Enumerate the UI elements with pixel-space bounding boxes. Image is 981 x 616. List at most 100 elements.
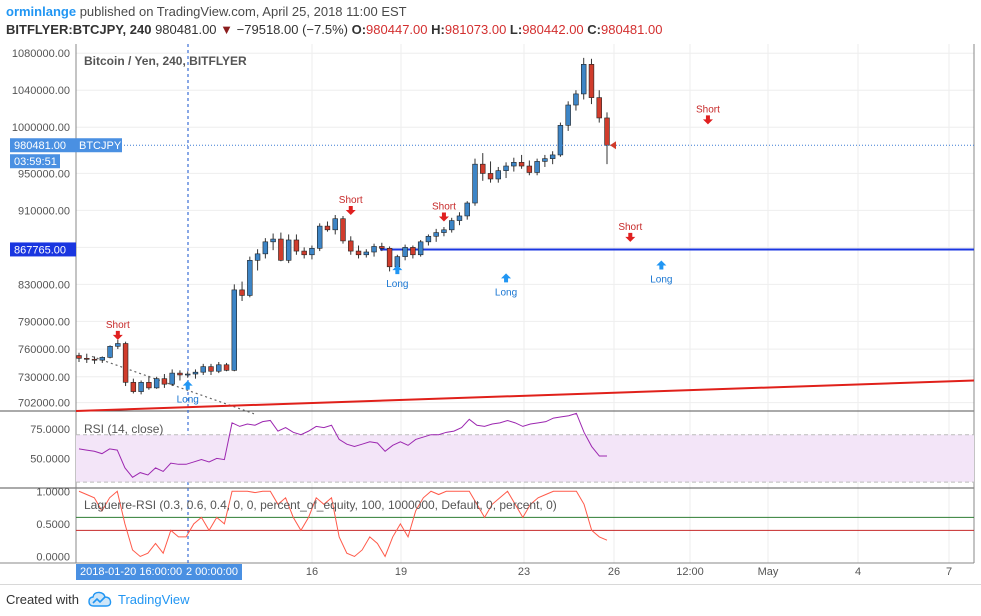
candle-body bbox=[340, 218, 346, 242]
candle-body bbox=[254, 253, 261, 261]
candle-body bbox=[503, 165, 509, 171]
short-arrow-icon bbox=[702, 115, 713, 125]
down-arrow-icon: ▼ bbox=[220, 22, 234, 37]
candle-body bbox=[146, 382, 152, 389]
level-price-value: 867765.00 bbox=[14, 244, 66, 256]
y-tick-label: 760000.00 bbox=[18, 344, 70, 356]
candle-body bbox=[332, 218, 338, 231]
long-arrow-icon bbox=[501, 273, 512, 283]
candle-body bbox=[518, 162, 525, 167]
countdown-value: 03:59:51 bbox=[14, 156, 57, 168]
long-arrow-icon bbox=[182, 380, 193, 390]
symbol-label[interactable]: BITFLYER:BTCJPY, 240 bbox=[6, 22, 152, 37]
y-tick-label: 1040000.00 bbox=[12, 85, 70, 97]
y-tick-label: 910000.00 bbox=[18, 205, 70, 217]
candle-body bbox=[549, 154, 556, 159]
laguerre-tick-label: 0.5000 bbox=[36, 519, 70, 531]
candle-body bbox=[122, 343, 129, 383]
publish-line: orminlange published on TradingView.com,… bbox=[6, 4, 407, 19]
candle-body bbox=[456, 215, 463, 221]
y-tick-label: 830000.00 bbox=[18, 279, 70, 291]
candle-body bbox=[417, 241, 424, 256]
candle-body bbox=[511, 162, 517, 167]
short-arrow-icon bbox=[345, 206, 356, 216]
x-tick-label: 4 bbox=[855, 566, 861, 578]
laguerre-title: Laguerre-RSI (0.3, 0.6, 0.4, 0, 0, perce… bbox=[84, 498, 557, 512]
y-tick-label: 730000.00 bbox=[18, 372, 70, 384]
candle-body bbox=[542, 158, 548, 162]
x-tick-label: 7 bbox=[946, 566, 952, 578]
candle-body bbox=[441, 229, 447, 233]
candle-body bbox=[363, 251, 370, 256]
long-signal-label: Long bbox=[177, 395, 199, 406]
candle-body bbox=[379, 246, 385, 249]
symbol-tag-value: BTCJPY bbox=[79, 140, 122, 152]
candle-body bbox=[84, 358, 90, 360]
short-signal-label: Short bbox=[432, 201, 456, 212]
ohlc-line: BITFLYER:BTCJPY, 240 980481.00 ▼ −79518.… bbox=[6, 22, 662, 37]
last-price-marker bbox=[610, 141, 616, 150]
y-tick-label: 1000000.00 bbox=[12, 122, 70, 134]
author-link[interactable]: orminlange bbox=[6, 4, 77, 19]
candle-body bbox=[573, 93, 579, 106]
candle-body bbox=[262, 241, 269, 255]
candle-body bbox=[348, 240, 354, 252]
candle-body bbox=[293, 239, 300, 252]
long-arrow-icon bbox=[392, 265, 403, 275]
candle-body bbox=[138, 382, 144, 392]
candle-body bbox=[371, 246, 377, 253]
close-value: 980481.00 bbox=[601, 22, 663, 37]
short-signal-label: Short bbox=[106, 320, 130, 331]
candle-body bbox=[184, 373, 191, 376]
close-label: C: bbox=[587, 22, 601, 37]
laguerre-tick-label: 1.0000 bbox=[36, 486, 70, 498]
low-value: 980442.00 bbox=[522, 22, 584, 37]
candle-body bbox=[355, 250, 362, 256]
published-text: published on TradingView.com, April 25, … bbox=[79, 4, 407, 19]
long-signal-label: Long bbox=[386, 279, 408, 290]
high-value: 981073.00 bbox=[444, 22, 507, 37]
candle-body bbox=[495, 170, 502, 180]
candle-body bbox=[557, 125, 564, 156]
candle-body bbox=[239, 289, 245, 296]
y-tick-label: 950000.00 bbox=[18, 168, 70, 180]
level-price-tag bbox=[10, 242, 76, 257]
short-signal-label: Short bbox=[618, 222, 642, 233]
chart-title: Bitcoin / Yen, 240, BITFLYER bbox=[84, 54, 247, 68]
rsi-tick-label: 50.0000 bbox=[30, 453, 70, 465]
tradingview-brand[interactable]: TradingView bbox=[118, 592, 190, 607]
candle-body bbox=[425, 235, 432, 243]
chart-canvas[interactable]: 702000.00 730000.00 760000.00 790000.00 8300… bbox=[0, 0, 981, 584]
rsi-band bbox=[76, 434, 974, 483]
countdown-tag bbox=[10, 154, 60, 169]
candle-body bbox=[580, 64, 587, 95]
y-tick-label: 702000.00 bbox=[18, 398, 70, 410]
candle-body bbox=[301, 250, 307, 256]
rsi-line bbox=[78, 412, 607, 478]
candle-body bbox=[487, 173, 494, 180]
candle-body bbox=[107, 345, 113, 358]
candle-body bbox=[386, 247, 393, 268]
candle-body bbox=[247, 260, 253, 296]
candle-body bbox=[99, 357, 106, 361]
open-label: O: bbox=[351, 22, 367, 37]
candle-body bbox=[448, 220, 455, 231]
cloud-logo-icon[interactable] bbox=[88, 591, 112, 609]
candle-body bbox=[91, 358, 98, 361]
chart-header: orminlange published on TradingView.com,… bbox=[0, 0, 981, 44]
candle-body bbox=[115, 343, 121, 347]
high-label: H: bbox=[431, 22, 445, 37]
candle-body bbox=[161, 378, 168, 385]
y-tick-label: 790000.00 bbox=[18, 316, 70, 328]
candle-body bbox=[216, 364, 222, 372]
candle-body bbox=[526, 165, 533, 173]
short-signal-label: Short bbox=[339, 195, 363, 206]
x-tick-label: 12:00 bbox=[676, 566, 704, 578]
candle-body bbox=[588, 64, 595, 98]
x-tick-label: 16 bbox=[306, 566, 318, 578]
long-signal-label: Long bbox=[495, 287, 517, 298]
candle-body bbox=[76, 355, 82, 359]
candle-body bbox=[565, 104, 571, 126]
candle-body bbox=[130, 382, 137, 392]
long-signal-label: Long bbox=[650, 274, 672, 285]
